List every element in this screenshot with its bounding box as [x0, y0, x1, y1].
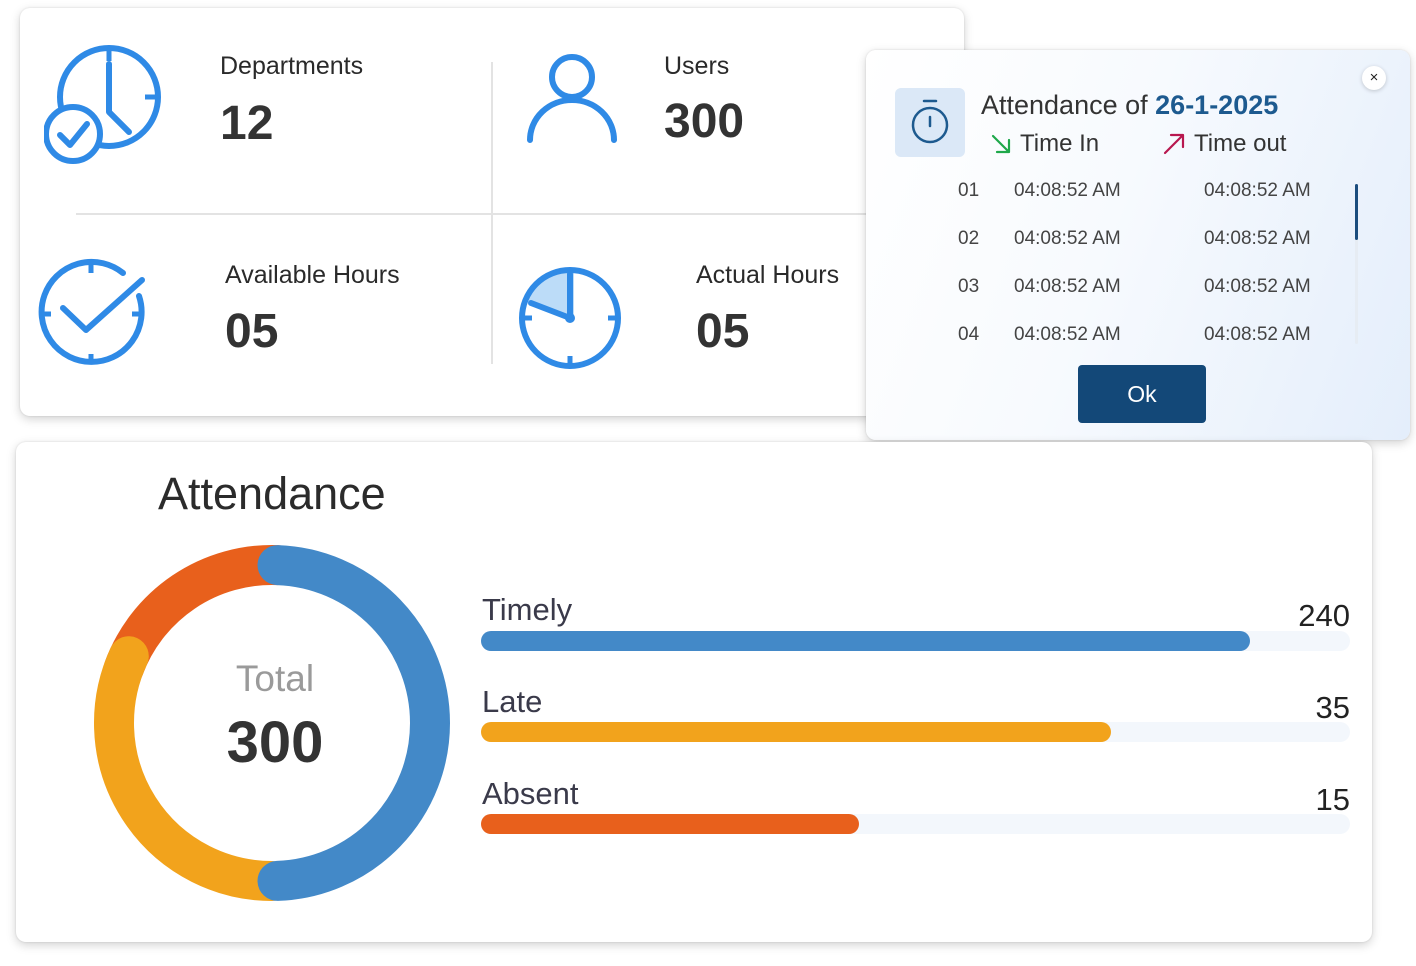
- row-time-out: 04:08:52 AM: [1204, 276, 1311, 297]
- bar-fill: [481, 722, 1111, 742]
- bar-label: Late: [482, 684, 543, 719]
- attendance-title: Attendance: [158, 468, 386, 519]
- time-in-label: Time In: [1020, 130, 1100, 157]
- ok-button[interactable]: Ok: [1078, 365, 1206, 423]
- departments-label: Departments: [220, 52, 364, 80]
- bar-track: [481, 631, 1350, 651]
- row-time-out: 04:08:52 AM: [1204, 228, 1311, 249]
- scrollbar-track[interactable]: [1355, 184, 1358, 344]
- row-time-out: 04:08:52 AM: [1204, 324, 1311, 345]
- popup-title: Attendance of 26-1-2025: [981, 90, 1278, 121]
- departments-value: 12: [220, 97, 274, 150]
- divider-horizontal: [76, 213, 886, 215]
- stats-card: Departments 12 Users 300 Available Hours…: [20, 8, 964, 416]
- row-number: 02: [958, 228, 980, 249]
- attendance-popup: × Attendance of 26-1-2025 Time In Time o…: [866, 50, 1410, 440]
- row-time-in: 04:08:52 AM: [1014, 276, 1121, 297]
- row-time-out: 04:08:52 AM: [1204, 180, 1311, 201]
- time-in-legend: Time In: [990, 130, 1099, 158]
- clock-checkmark-icon: [38, 258, 145, 365]
- users-label: Users: [664, 52, 730, 80]
- arrow-down-right-icon: [991, 134, 1011, 154]
- bar-track: [481, 814, 1350, 834]
- bar-value: 35: [1315, 690, 1350, 725]
- row-time-in: 04:08:52 AM: [1014, 228, 1121, 249]
- arrow-up-right-icon: [1163, 133, 1185, 155]
- available-hours-label: Available Hours: [225, 261, 400, 289]
- users-value: 300: [664, 95, 745, 148]
- row-time-in: 04:08:52 AM: [1014, 180, 1121, 201]
- actual-hours-value: 05: [696, 305, 750, 358]
- time-row: 03 04:08:52 AM 04:08:52 AM: [866, 276, 1346, 306]
- bar-track: [481, 722, 1350, 742]
- attendance-card: Attendance Total 300 Timely 240 Late 35 …: [16, 442, 1372, 942]
- popup-date: 26-1-2025: [1155, 90, 1279, 120]
- bar-label: Timely: [482, 592, 573, 627]
- attendance-donut-chart: Total 300: [94, 545, 450, 901]
- clock-progress-icon: [519, 267, 621, 369]
- bar-fill: [481, 631, 1250, 651]
- donut-total-value: 300: [227, 710, 324, 775]
- bar-fill: [481, 814, 859, 834]
- row-number: 03: [958, 276, 980, 297]
- time-row: 02 04:08:52 AM 04:08:52 AM: [866, 228, 1346, 258]
- donut-total-label: Total: [236, 658, 314, 699]
- bar-value: 15: [1315, 782, 1350, 817]
- bar-label: Absent: [482, 776, 579, 811]
- row-number: 01: [958, 180, 980, 201]
- time-out-label: Time out: [1194, 130, 1287, 157]
- available-hours-value: 05: [225, 305, 279, 358]
- stopwatch-icon-box: [895, 88, 965, 157]
- bar-value: 240: [1298, 598, 1350, 633]
- popup-title-prefix: Attendance of: [981, 90, 1148, 120]
- close-button[interactable]: ×: [1362, 66, 1386, 90]
- user-icon: [527, 54, 617, 143]
- time-row: 01 04:08:52 AM 04:08:52 AM: [866, 180, 1346, 210]
- clock-check-icon: [44, 45, 161, 164]
- actual-hours-label: Actual Hours: [696, 261, 840, 289]
- row-number: 04: [958, 324, 980, 345]
- time-row: 04 04:08:52 AM 04:08:52 AM: [866, 324, 1346, 354]
- scrollbar-thumb[interactable]: [1355, 184, 1358, 240]
- row-time-in: 04:08:52 AM: [1014, 324, 1121, 345]
- donut-segment-late: [94, 636, 292, 901]
- donut-segment-timely: [257, 545, 450, 901]
- stopwatch-icon: [911, 99, 949, 144]
- time-out-legend: Time out: [1162, 130, 1286, 158]
